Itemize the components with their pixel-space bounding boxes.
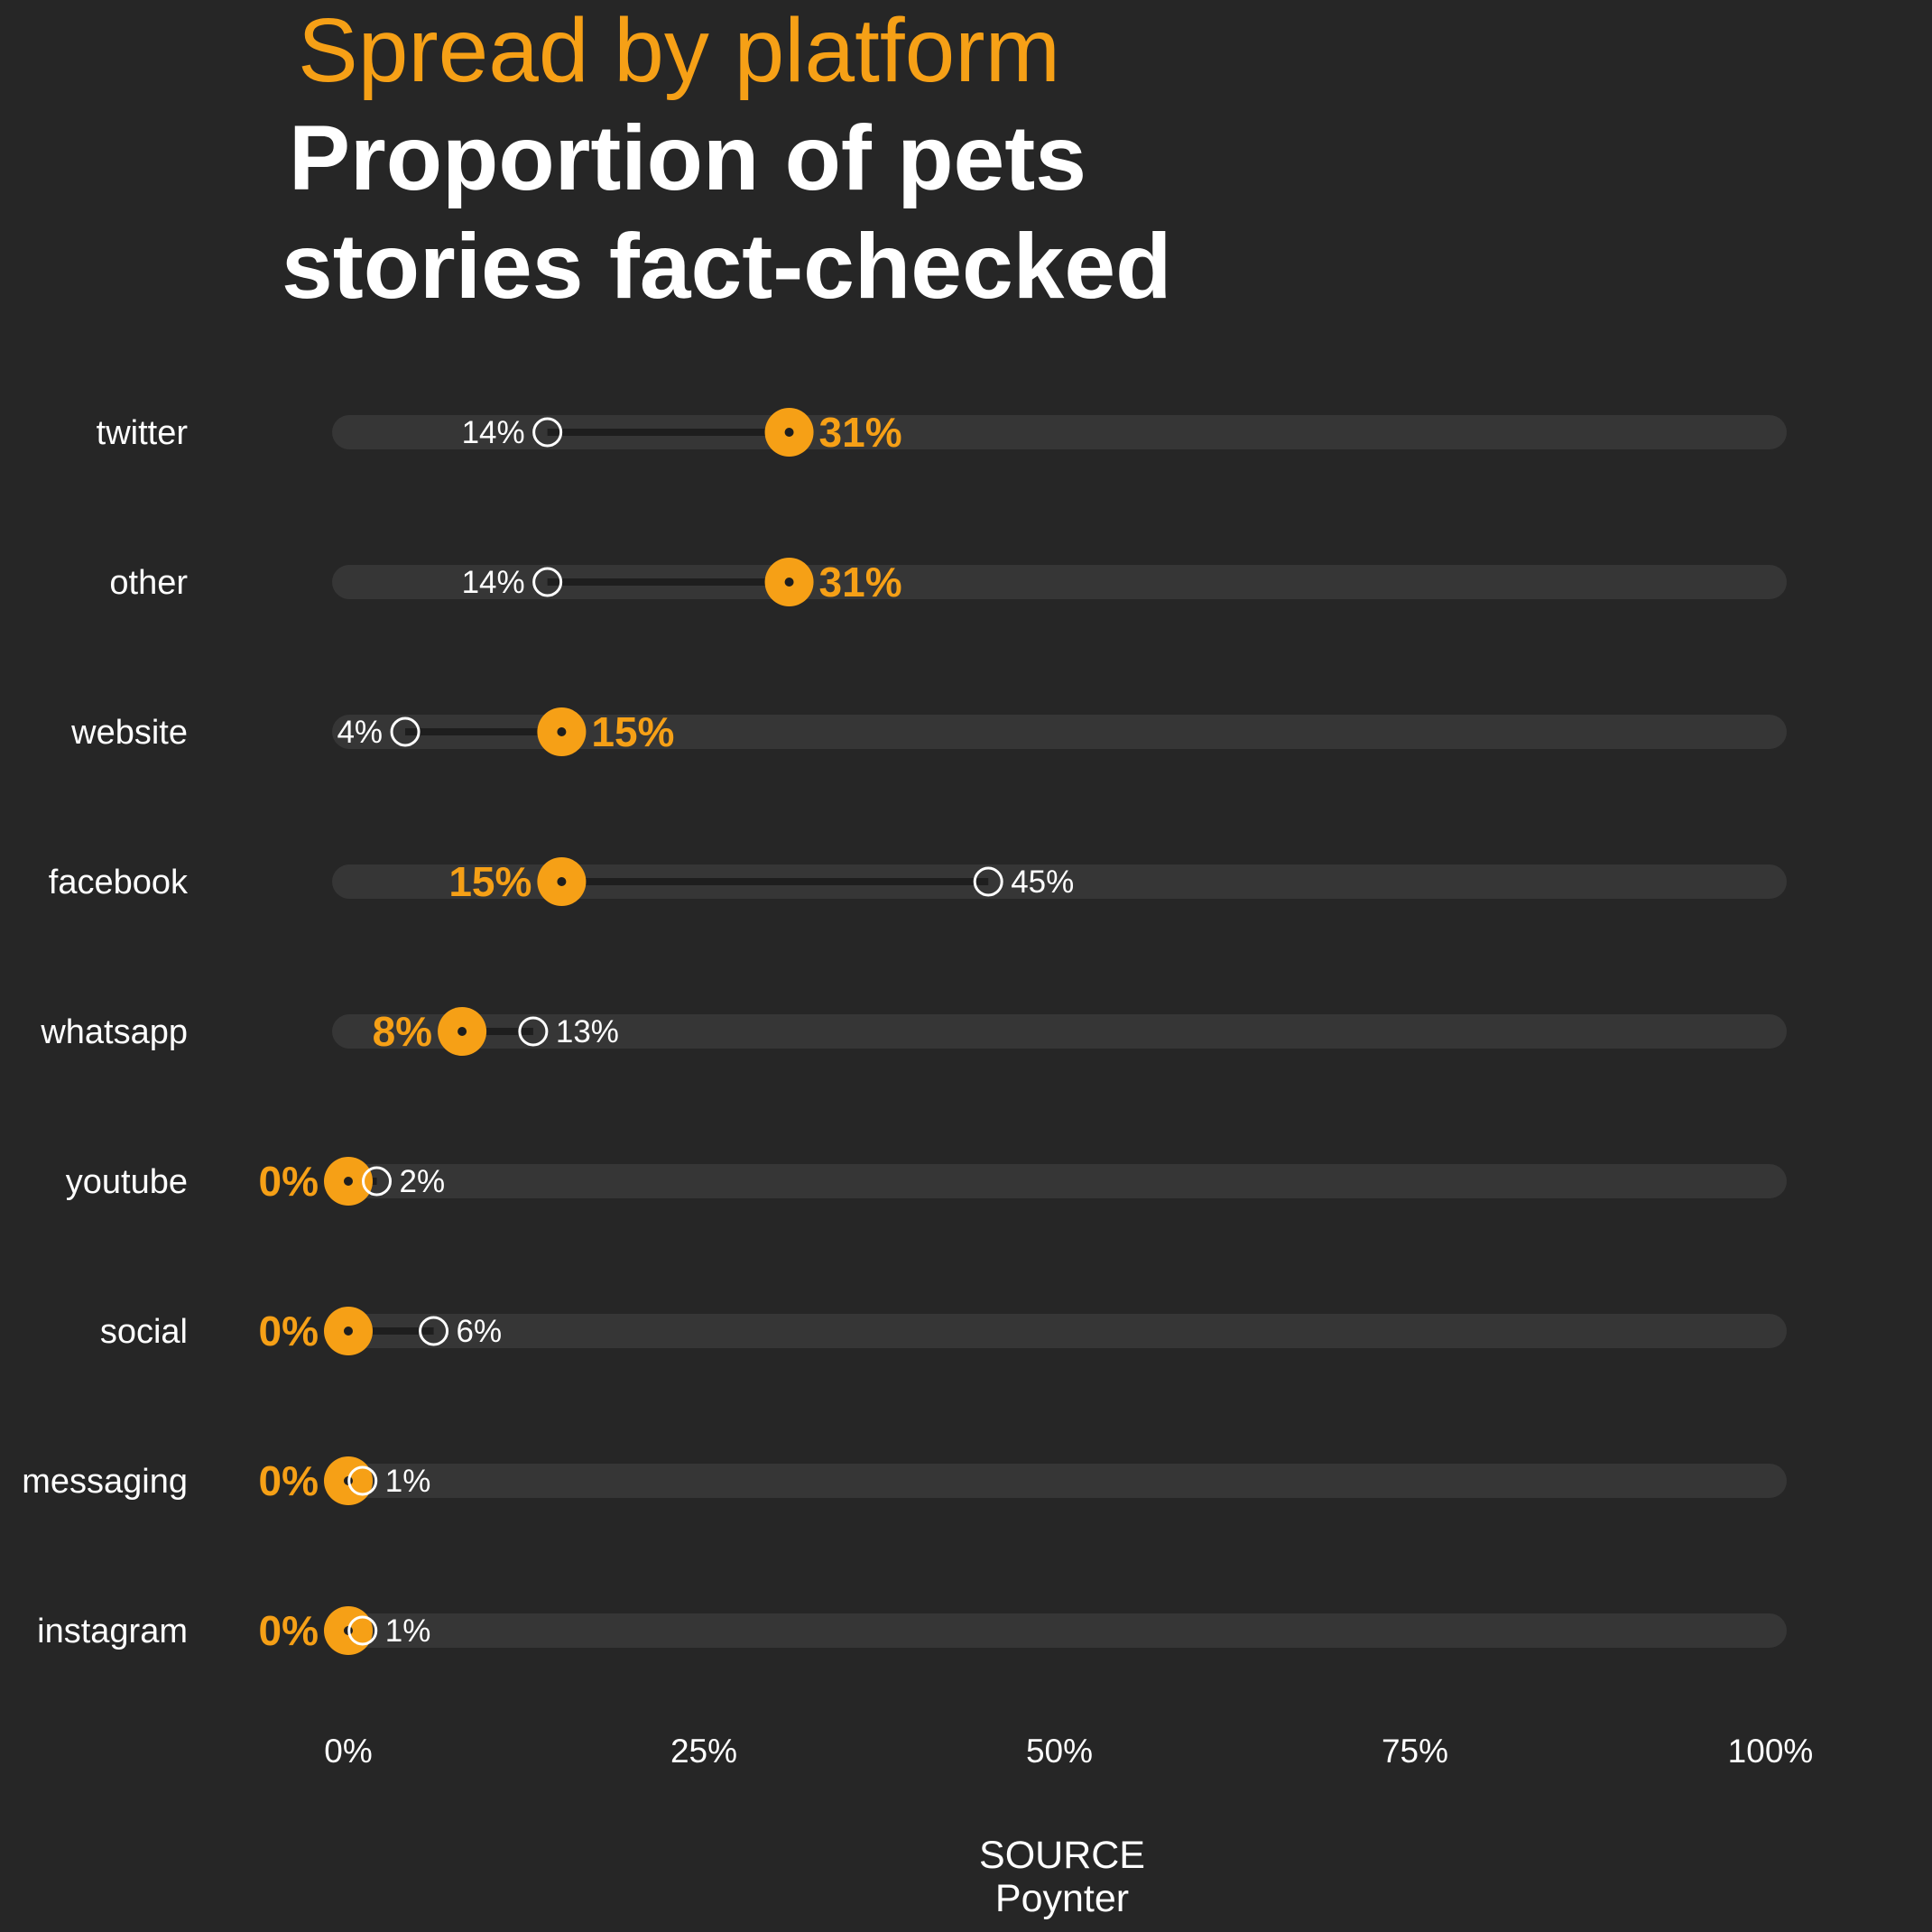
row-track [332,1613,1787,1648]
row-track [332,565,1787,599]
chart-title-line-2: stories fact-checked [282,215,1171,318]
point-primary-center [784,578,794,587]
row-track [332,1014,1787,1049]
point-secondary [973,866,1003,897]
point-secondary [518,1016,549,1047]
point-primary-center [344,1177,353,1186]
x-tick-label: 0% [324,1733,372,1770]
category-label: messaging [22,1463,188,1501]
chart-title-line-1: Proportion of pets [289,106,1086,209]
category-label: twitter [97,414,189,452]
point-primary-center [344,1327,353,1336]
row-social: social 0% 6% [100,1307,1787,1355]
category-label: social [100,1313,188,1351]
category-label: whatsapp [40,1013,188,1051]
value-label-primary: 15% [448,858,532,905]
row-track [332,715,1787,749]
point-secondary [532,567,563,597]
category-label: youtube [66,1163,188,1201]
category-label: website [70,714,188,752]
row-track [332,1464,1787,1498]
chart-rows: twitter 31% 14% other 31% 14% website 15% 4% face… [22,408,1787,1655]
point-secondary [347,1465,378,1496]
point-primary-center [557,877,567,886]
value-label-primary: 15% [591,708,674,755]
row-twitter: twitter 31% 14% [97,408,1787,457]
value-label-secondary: 14% [462,415,525,450]
value-label-primary: 31% [819,409,902,456]
point-secondary [347,1615,378,1646]
row-other: other 31% 14% [109,558,1787,606]
value-label-secondary: 6% [457,1314,503,1349]
value-label-primary: 0% [259,1457,319,1504]
point-secondary [390,716,421,747]
value-label-secondary: 45% [1011,864,1074,900]
x-tick-label: 100% [1728,1733,1814,1770]
x-tick-label: 25% [670,1733,737,1770]
x-axis-ticks: 0% 25% 50% 75% 100% [324,1733,1813,1770]
row-website: website 15% 4% [70,707,1787,756]
value-label-secondary: 1% [385,1613,431,1649]
value-label-primary: 0% [259,1158,319,1205]
category-label: facebook [49,864,189,901]
point-secondary [419,1316,449,1346]
row-track [332,864,1787,899]
value-label-secondary: 4% [337,715,383,750]
point-secondary [362,1166,393,1197]
value-label-primary: 0% [259,1607,319,1654]
value-label-secondary: 1% [385,1464,431,1499]
row-facebook: facebook 15% 45% [49,857,1787,906]
row-track [332,415,1787,449]
point-primary-center [458,1027,467,1036]
source-label: SOURCE [979,1834,1145,1877]
row-track [332,1164,1787,1198]
value-label-secondary: 2% [400,1164,446,1199]
chart-subtitle: Spread by platform [298,0,1060,101]
point-primary-center [784,428,794,437]
value-label-secondary: 14% [462,565,525,600]
category-label: other [109,564,188,602]
value-label-secondary: 13% [556,1014,619,1049]
category-label: instagram [37,1613,188,1650]
value-label-primary: 31% [819,559,902,605]
row-whatsapp: whatsapp 8% 13% [40,1007,1787,1056]
value-label-primary: 8% [373,1008,432,1055]
row-youtube: youtube 0% 2% [66,1157,1787,1206]
row-messaging: messaging 0% 1% [22,1456,1787,1505]
x-tick-label: 50% [1026,1733,1093,1770]
row-track [332,1314,1787,1348]
x-tick-label: 75% [1382,1733,1448,1770]
value-label-primary: 0% [259,1308,319,1354]
point-primary-center [557,727,567,736]
point-secondary [532,417,563,448]
source-name: Poynter [995,1877,1129,1920]
row-instagram: instagram 0% 1% [37,1606,1787,1655]
